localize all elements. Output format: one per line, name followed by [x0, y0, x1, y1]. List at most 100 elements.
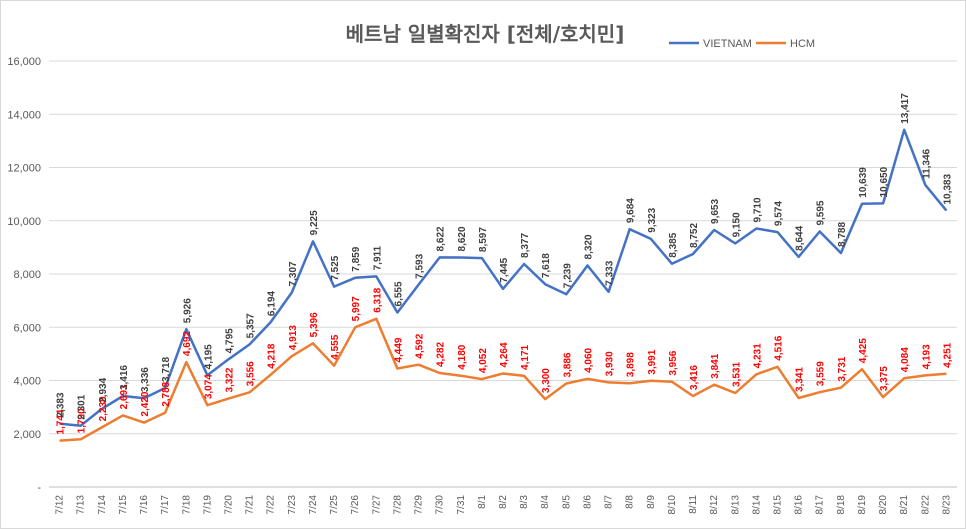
data-label-vietnam: 10,650: [879, 166, 890, 197]
data-label-hcm: 2,788: [161, 381, 172, 406]
y-tick-label: 14,000: [7, 109, 41, 121]
data-label-hcm: 5,997: [351, 296, 362, 321]
x-tick-label: 7/18: [181, 495, 192, 515]
data-label-vietnam: 7,911: [372, 245, 383, 270]
data-label-vietnam: 10,383: [942, 174, 953, 205]
chart-title: 베트남 일별확진자 [전체/호치민]: [346, 22, 625, 46]
data-label-hcm: 3,559: [816, 361, 827, 386]
data-label-vietnam: 8,377: [520, 232, 531, 257]
data-label-hcm: 2,691: [119, 384, 130, 409]
data-label-hcm: 4,555: [330, 334, 341, 359]
x-tick-label: 8/19: [857, 495, 868, 515]
x-tick-label: 7/17: [160, 495, 171, 515]
x-tick-label: 8/23: [941, 495, 952, 515]
data-label-vietnam: 9,710: [752, 197, 763, 222]
data-label-vietnam: 9,225: [309, 210, 320, 235]
data-label-hcm: 2,239: [98, 396, 109, 421]
data-label-hcm: 1,744: [56, 409, 67, 434]
data-label-vietnam: 7,525: [330, 255, 341, 280]
data-label-hcm: 4,193: [921, 344, 932, 369]
data-label-hcm: 4,060: [583, 347, 594, 372]
data-label-vietnam: 7,618: [541, 253, 552, 278]
data-label-vietnam: 8,385: [668, 232, 679, 257]
data-labels-hcm: 1,744 1,790 2,239 2,691 2,420 2,788 4,692 3,074…: [56, 287, 954, 434]
y-tick-label: 6,000: [13, 322, 41, 334]
x-tick-label: 7/29: [414, 495, 425, 515]
x-tick-label: 8/14: [751, 495, 762, 515]
x-tick-label: 7/16: [139, 495, 150, 515]
x-tick-label: 8/6: [582, 495, 593, 509]
data-label-vietnam: 10,639: [858, 167, 869, 198]
x-tick-label: 8/10: [667, 495, 678, 515]
data-label-vietnam: 8,597: [478, 227, 489, 252]
data-label-hcm: 3,731: [837, 356, 848, 381]
x-tick-label: 8/22: [920, 495, 931, 515]
data-label-vietnam: 2,934: [98, 377, 109, 402]
x-tick-label: 8/20: [878, 495, 889, 515]
data-label-vietnam: 7,859: [351, 246, 362, 271]
x-tick-label: 7/20: [223, 495, 234, 515]
data-label-hcm: 4,592: [415, 333, 426, 358]
x-tick-label: 8/7: [604, 495, 615, 509]
x-tick-label: 7/19: [202, 495, 213, 515]
data-label-hcm: 4,180: [457, 344, 468, 369]
data-label-vietnam: 3,336: [140, 367, 151, 392]
x-tick-label: 8/17: [815, 495, 826, 515]
data-label-vietnam: 2,383: [56, 392, 67, 417]
data-label-vietnam: 8,622: [436, 226, 447, 251]
data-label-vietnam: 11,346: [921, 148, 932, 178]
data-label-hcm: 3,300: [541, 368, 552, 393]
data-label-hcm: 3,416: [689, 365, 700, 390]
y-tick-label: 16,000: [7, 56, 41, 68]
y-tick-label: 4,000: [13, 376, 41, 388]
data-label-hcm: 4,218: [267, 343, 278, 368]
data-label-vietnam: 9,684: [626, 198, 637, 223]
x-tick-label: 7/25: [329, 495, 340, 515]
data-label-hcm: 4,692: [182, 331, 193, 356]
data-label-vietnam: 6,555: [393, 281, 404, 306]
data-label-hcm: 3,886: [562, 352, 573, 377]
data-label-hcm: 4,251: [942, 342, 953, 367]
data-label-hcm: 4,264: [499, 342, 510, 367]
data-label-hcm: 4,052: [478, 348, 489, 373]
data-label-hcm: 3,956: [668, 350, 679, 375]
x-tick-label: 7/28: [392, 495, 403, 515]
y-tick-label: 8,000: [13, 269, 41, 281]
data-label-hcm: 3,341: [795, 367, 806, 392]
legend-label-vietnam: VIETNAM: [703, 38, 752, 50]
data-label-hcm: 3,322: [224, 367, 235, 392]
x-tick-label: 7/27: [371, 495, 382, 515]
x-tick-label: 8/3: [519, 495, 530, 509]
data-label-vietnam: 9,653: [710, 199, 721, 224]
data-label-vietnam: 7,333: [605, 260, 616, 285]
data-label-vietnam: 8,788: [837, 222, 848, 247]
data-label-vietnam: 8,620: [457, 226, 468, 251]
x-tick-label: 7/13: [76, 495, 87, 515]
data-label-vietnam: 7,307: [288, 261, 299, 286]
data-label-vietnam: 13,417: [900, 93, 911, 124]
data-label-vietnam: 8,644: [795, 225, 806, 250]
x-tick-label: 8/9: [646, 495, 657, 509]
data-label-vietnam: 6,194: [267, 291, 278, 316]
legend-label-hcm: HCM: [790, 38, 815, 50]
data-label-hcm: 6,318: [372, 287, 383, 312]
x-tick-label: 7/24: [308, 495, 319, 515]
y-tick-label: 10,000: [7, 216, 41, 228]
series-hcm: [59, 317, 947, 442]
x-tick-label: 8/5: [561, 495, 572, 509]
x-axis-ticks: 7/12 7/13 7/14 7/15 7/16 7/17 7/18 7/19 7/20 7/21…: [55, 495, 953, 515]
x-tick-label: 8/13: [730, 495, 741, 515]
x-tick-label: 7/15: [118, 495, 129, 515]
x-tick-label: 8/15: [773, 495, 784, 515]
x-tick-label: 8/21: [899, 495, 910, 515]
data-label-hcm: 3,898: [626, 352, 637, 377]
x-tick-label: 7/21: [245, 495, 256, 515]
data-label-vietnam: 9,150: [731, 212, 742, 237]
x-tick-label: 8/16: [794, 495, 805, 515]
data-label-vietnam: 4,795: [224, 328, 235, 353]
x-tick-label: 8/18: [836, 495, 847, 515]
data-label-hcm: 2,420: [140, 391, 151, 416]
data-label-hcm: 1,790: [77, 408, 88, 433]
y-axis-ticks: - 2,000 4,000 6,000 8,000 10,000 12,000 14,000 1…: [7, 56, 41, 494]
